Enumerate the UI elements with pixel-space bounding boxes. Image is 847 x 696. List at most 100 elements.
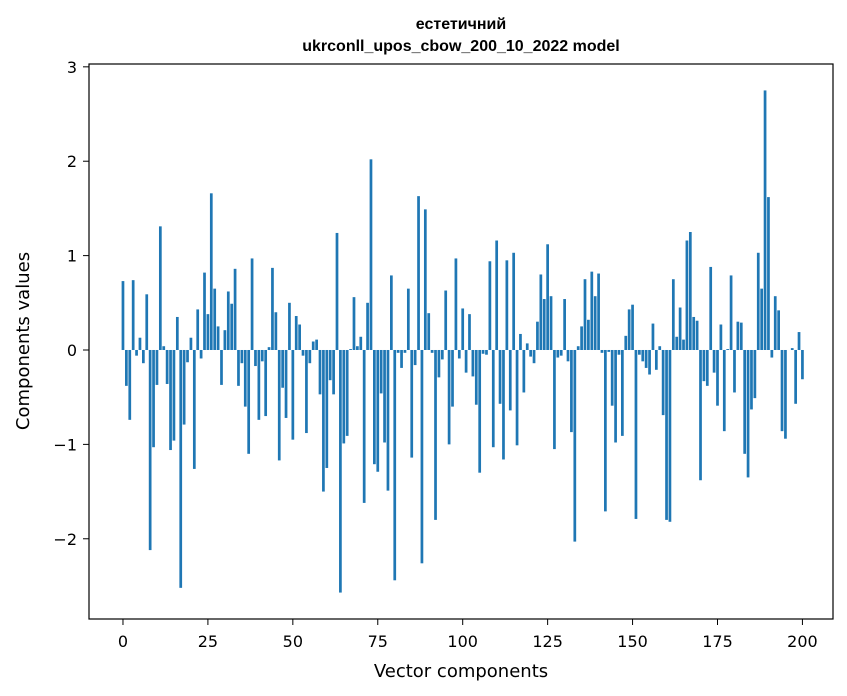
y-axis-label: Components values xyxy=(13,252,34,430)
bar-34 xyxy=(237,349,240,386)
bar-151 xyxy=(634,349,638,519)
bar-59 xyxy=(322,349,325,492)
bar-103 xyxy=(471,349,475,377)
bar-165 xyxy=(682,339,685,350)
x-tick-label: 150 xyxy=(617,632,648,651)
bar-114 xyxy=(508,349,512,411)
bar-95 xyxy=(444,290,448,350)
bar-107 xyxy=(485,349,488,355)
bar-164 xyxy=(678,307,682,350)
bar-174 xyxy=(712,349,716,373)
bar-126 xyxy=(549,296,553,350)
bar-162 xyxy=(671,279,675,350)
bar-6 xyxy=(142,349,145,364)
bar-25 xyxy=(206,314,210,350)
bar-30 xyxy=(223,330,227,350)
bar-13 xyxy=(165,349,169,384)
bar-100 xyxy=(461,308,465,350)
bar-153 xyxy=(641,349,645,362)
bar-121 xyxy=(532,349,536,364)
bar-74 xyxy=(373,349,376,465)
bar-154 xyxy=(644,349,648,368)
bar-80 xyxy=(393,349,397,581)
bar-61 xyxy=(328,349,332,381)
bar-9 xyxy=(152,349,155,448)
bar-129 xyxy=(559,349,563,356)
bar-150 xyxy=(631,304,634,350)
bar-54 xyxy=(305,349,308,434)
bar-72 xyxy=(366,302,369,350)
bar-57 xyxy=(315,339,318,350)
bar-141 xyxy=(600,349,604,353)
bar-192 xyxy=(773,296,777,350)
bar-48 xyxy=(284,349,288,418)
bar-140 xyxy=(597,273,600,350)
bar-19 xyxy=(186,349,189,363)
bar-21 xyxy=(192,349,196,469)
y-tick-label: 1 xyxy=(67,247,77,266)
bar-41 xyxy=(260,349,264,362)
bar-125 xyxy=(546,244,549,350)
bar-119 xyxy=(525,343,529,350)
bar-86 xyxy=(413,349,417,366)
bar-128 xyxy=(556,349,560,358)
bar-4 xyxy=(135,349,138,356)
bar-143 xyxy=(607,349,611,352)
bar-183 xyxy=(743,349,747,454)
bar-11 xyxy=(158,226,162,350)
x-tick-label: 200 xyxy=(787,632,818,651)
bar-112 xyxy=(502,349,505,460)
bar-65 xyxy=(342,349,346,444)
y-tick-label: −2 xyxy=(53,530,77,549)
bar-7 xyxy=(145,294,149,350)
bar-189 xyxy=(763,90,767,351)
bar-146 xyxy=(617,349,621,355)
bar-113 xyxy=(505,260,509,350)
bar-108 xyxy=(488,261,492,350)
x-axis-ticks: 0 25 50 75 100 125 150 175 200 xyxy=(118,619,818,651)
bar-177 xyxy=(722,349,726,432)
bar-168 xyxy=(692,316,696,350)
bar-171 xyxy=(702,349,706,382)
bar-156 xyxy=(651,323,655,350)
bar-148 xyxy=(624,335,628,350)
y-tick-label: 0 xyxy=(67,341,77,360)
bar-200 xyxy=(801,349,804,380)
bar-1 xyxy=(125,349,128,386)
bar-58 xyxy=(318,349,322,395)
bar-101 xyxy=(464,349,468,373)
bar-167 xyxy=(688,232,692,350)
bar-163 xyxy=(675,336,679,350)
bar-135 xyxy=(580,326,583,350)
bar-122 xyxy=(536,321,539,350)
bar-3 xyxy=(131,280,135,350)
bar-90 xyxy=(427,313,431,350)
bar-180 xyxy=(733,349,736,393)
bar-82 xyxy=(400,349,403,368)
bar-195 xyxy=(784,349,787,439)
bar-50 xyxy=(291,349,295,440)
bar-117 xyxy=(519,333,522,350)
bar-172 xyxy=(705,349,709,386)
bar-23 xyxy=(199,349,203,359)
bar-145 xyxy=(614,349,617,443)
plot-area-frame xyxy=(88,63,834,620)
bar-106 xyxy=(481,349,485,354)
bar-81 xyxy=(396,349,400,353)
x-tick-label: 0 xyxy=(118,632,128,651)
bar-155 xyxy=(648,349,651,375)
bar-36 xyxy=(243,349,247,407)
bar-188 xyxy=(760,288,764,350)
bar-191 xyxy=(770,349,774,358)
bar-40 xyxy=(257,349,261,420)
bar-14 xyxy=(169,349,172,451)
bar-47 xyxy=(281,349,284,388)
bar-68 xyxy=(352,297,356,350)
bar-49 xyxy=(288,302,291,350)
bar-85 xyxy=(410,349,414,458)
bar-39 xyxy=(254,349,257,367)
x-tick-label: 75 xyxy=(368,632,388,651)
bar-12 xyxy=(162,346,166,350)
bar-173 xyxy=(709,266,713,350)
